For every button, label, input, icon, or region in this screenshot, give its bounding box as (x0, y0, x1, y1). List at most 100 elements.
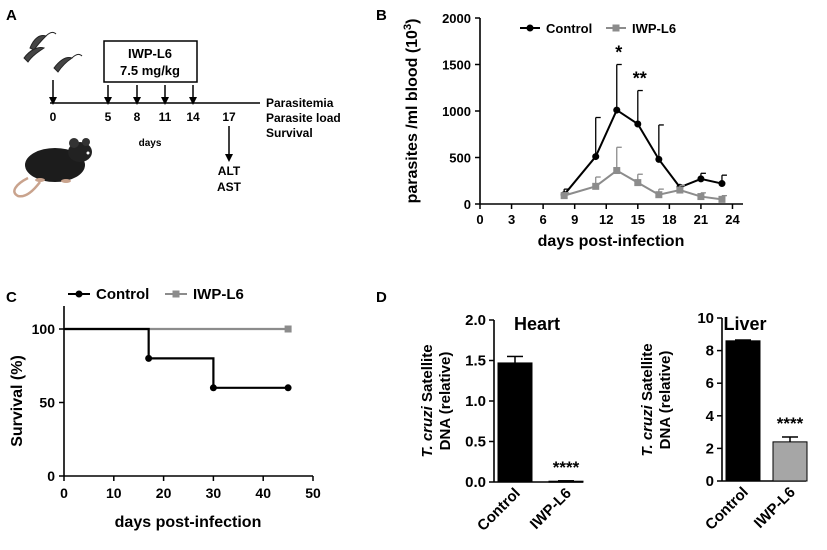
y-tick-label: 2.0 (465, 312, 486, 329)
y-axis-label: parasites /ml blood (103) (402, 19, 421, 204)
data-point (655, 155, 663, 163)
x-tick-label: 0 (60, 485, 68, 501)
significance-marker: **** (553, 458, 580, 477)
treatment-label: IWP-L6 (128, 46, 172, 61)
data-point (560, 192, 568, 200)
x-tick-label: IWP-L6 (527, 485, 575, 533)
series-line-control (563, 108, 723, 196)
x-tick-label: 20 (156, 485, 172, 501)
x-tick-label: 21 (694, 212, 708, 227)
x-tick-label: 15 (631, 212, 645, 227)
series-line-iwp (563, 169, 723, 201)
liver-bar-chart: Liver T. cruzi Satellite DNA (relative) … (639, 310, 808, 534)
y-tick-label: 100 (32, 321, 56, 337)
x-tick-label: IWP-L6 (751, 484, 799, 532)
x-tick-label: 9 (571, 212, 578, 227)
data-point (634, 179, 642, 187)
bar-control (725, 340, 761, 482)
y-axis-label: T. cruzi Satellite (419, 344, 436, 457)
chart-title: Liver (723, 314, 766, 334)
panel-label-b: B (376, 7, 387, 24)
timeline-day: 5 (105, 110, 112, 124)
y-axis-label-line2: DNA (relative) (437, 352, 454, 451)
x-tick-label: 40 (255, 485, 271, 501)
legend-iwp-label: IWP-L6 (193, 286, 244, 303)
data-point (697, 175, 705, 183)
data-point (697, 193, 705, 201)
panel-label-c: C (6, 289, 17, 306)
x-tick-label: 6 (540, 212, 547, 227)
survival-marker (145, 354, 153, 362)
y-axis-label: Survival (%) (9, 355, 26, 447)
panel-label-a: A (6, 7, 17, 24)
y-axis-label: T. cruzi Satellite (639, 343, 656, 456)
x-tick-label: 24 (725, 212, 740, 227)
timeline-day: 17 (222, 110, 236, 124)
legend-control-label: Control (546, 21, 592, 36)
chart-title: Heart (514, 314, 560, 334)
data-point (634, 120, 642, 128)
y-tick-label: 0.5 (465, 434, 486, 451)
x-tick-label: 50 (305, 485, 321, 501)
timeline-day: 14 (186, 110, 200, 124)
outcome-label: Parasitemia (266, 96, 334, 110)
y-tick-label: 4 (706, 408, 715, 425)
schematic-panel: IWP-L6 7.5 mg/kg 0 5 8 11 14 17 days Par… (13, 31, 341, 198)
y-tick-label: 0 (464, 197, 471, 212)
x-axis-label: days post-infection (115, 514, 262, 531)
data-point (655, 191, 663, 199)
data-point (676, 186, 684, 194)
x-tick-label: 30 (206, 485, 222, 501)
x-tick-label: 12 (599, 212, 613, 227)
y-tick-label: 2 (706, 440, 714, 457)
data-point (592, 153, 600, 161)
legend-iwp-marker (612, 24, 620, 32)
data-point (613, 167, 621, 175)
x-tick-label: 0 (476, 212, 483, 227)
timeline-axis-label: days (139, 138, 162, 149)
y-tick-label: 1.5 (465, 353, 486, 370)
y-axis-label-line2: DNA (relative) (657, 351, 674, 450)
legend-control-marker (75, 290, 83, 298)
bar-iwp-l6 (548, 480, 584, 483)
liver-test-label: AST (217, 180, 242, 194)
heart-bar-chart: Heart T. cruzi Satellite DNA (relative) … (419, 312, 584, 535)
timeline-day: 8 (134, 110, 141, 124)
outcome-label: Parasite load (266, 111, 341, 125)
timeline-day: 11 (159, 110, 172, 124)
y-tick-label: 0 (706, 473, 714, 490)
survival-marker (284, 384, 292, 392)
x-tick-label: Control (702, 484, 752, 534)
data-point (613, 106, 621, 114)
significance-marker: ** (633, 69, 647, 89)
liver-test-label: ALT (218, 164, 241, 178)
panel-label-d: D (376, 289, 387, 306)
y-tick-label: 500 (449, 151, 471, 166)
y-tick-label: 0.0 (465, 474, 486, 491)
y-tick-label: 8 (706, 343, 714, 360)
y-tick-label: 1000 (442, 104, 471, 119)
legend-control-marker (526, 24, 534, 32)
timeline-day: 0 (50, 110, 57, 124)
survival-chart: Survival (%) days post-infection Control… (9, 286, 321, 531)
x-axis-label: days post-infection (538, 233, 685, 250)
x-tick-label: 18 (662, 212, 676, 227)
y-tick-label: 10 (697, 310, 714, 327)
legend-control-label: Control (96, 286, 149, 303)
significance-marker: * (615, 43, 622, 63)
parasite-icon (23, 31, 83, 73)
y-tick-label: 1.0 (465, 393, 486, 410)
survival-marker (209, 384, 217, 392)
survival-line-control (64, 327, 289, 389)
bar-iwp-l6 (772, 441, 808, 482)
parasitemia-chart: parasites /ml blood (103) days post-infe… (402, 11, 743, 250)
treatment-box (103, 40, 198, 83)
data-point (592, 182, 600, 190)
legend-iwp-marker (172, 290, 180, 298)
legend-iwp-label: IWP-L6 (632, 21, 676, 36)
mouse-icon (13, 138, 92, 198)
x-tick-label: Control (474, 485, 524, 535)
outcome-label: Survival (266, 126, 313, 140)
y-tick-label: 6 (706, 375, 714, 392)
